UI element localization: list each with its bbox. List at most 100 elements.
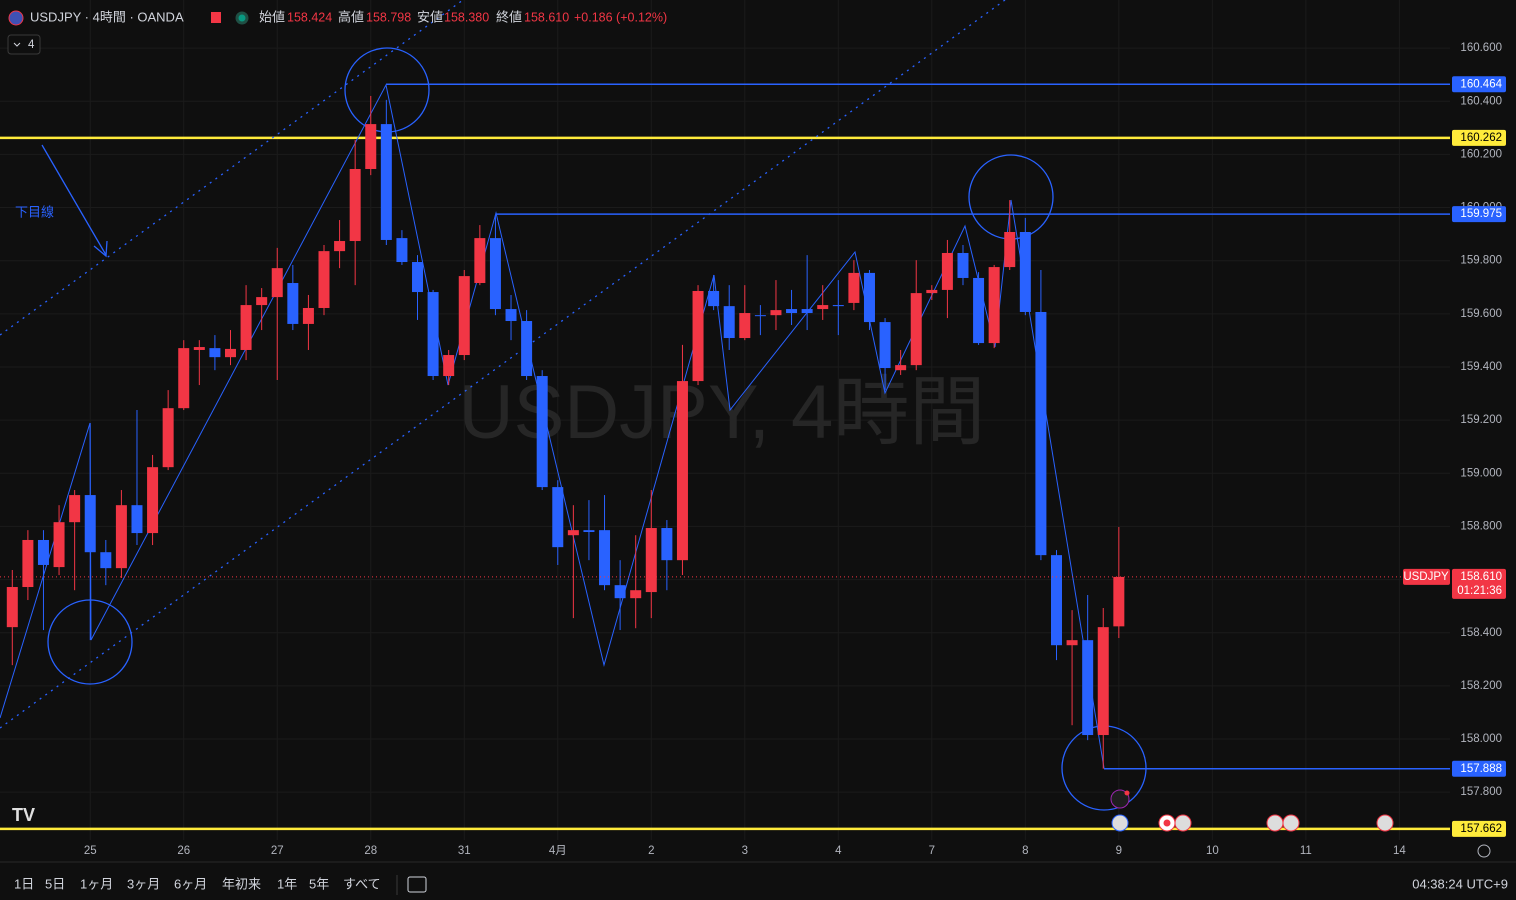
timeframe-button[interactable]: 1年 (277, 876, 297, 891)
candle-body (583, 530, 595, 533)
y-tick-label: 157.800 (1460, 786, 1502, 798)
candle-body (770, 310, 782, 316)
x-tick-label: 4 (835, 845, 842, 857)
candle-body (505, 309, 517, 322)
timeframe-button[interactable]: すべて (343, 876, 381, 891)
y-tick-label: 159.000 (1460, 467, 1502, 479)
field-value: 158.380 (444, 10, 489, 24)
timeframe-button[interactable]: 年初来 (222, 876, 261, 891)
symbol-label: USDJPY (1403, 571, 1449, 583)
candle-body (863, 272, 875, 323)
y-tick-label: 158.200 (1460, 680, 1502, 692)
candle-body (817, 305, 829, 310)
x-tick-label: 9 (1116, 845, 1122, 857)
timeframe-button[interactable]: 5年 (309, 876, 329, 891)
candle-body (1019, 231, 1031, 312)
event-flag[interactable] (1376, 814, 1394, 832)
candle-body (302, 307, 314, 324)
level-label-bg (1452, 760, 1506, 777)
candle-body (973, 277, 985, 344)
flag-icon (211, 12, 221, 23)
level-label: 157.662 (1460, 823, 1502, 835)
x-tick-label: 28 (364, 845, 377, 857)
y-tick-label: 159.600 (1460, 308, 1502, 320)
candle-body (256, 297, 268, 306)
timeframe-button[interactable]: 1ヶ月 (80, 876, 113, 891)
x-tick-label: 14 (1393, 845, 1406, 857)
timeframe-button[interactable]: 1日 (14, 876, 34, 891)
y-tick-label: 158.800 (1460, 520, 1502, 532)
candle-body (69, 495, 81, 523)
event-flag[interactable] (1282, 814, 1300, 832)
level-label-bg (1452, 206, 1506, 223)
symbol-label-bg (1403, 568, 1450, 585)
price-label-bg (1452, 568, 1506, 599)
candle-body (661, 528, 673, 561)
candle-body (926, 289, 938, 294)
event-flag[interactable] (1111, 814, 1129, 832)
timeframe-button[interactable]: 3ヶ月 (127, 876, 160, 891)
candle-body (131, 505, 143, 534)
symbol-flag (8, 10, 24, 26)
candle-body (396, 238, 408, 263)
candle-body (630, 590, 642, 599)
level-label-bg (1452, 820, 1506, 837)
date-range-icon[interactable] (407, 876, 427, 893)
candle-body (567, 530, 579, 536)
level-label: 159.975 (1460, 208, 1502, 220)
event-icon[interactable] (1110, 789, 1130, 809)
candle-body (334, 241, 346, 252)
x-tick-label: 10 (1206, 845, 1219, 857)
y-tick-label: 160.600 (1460, 42, 1502, 54)
event-flag[interactable] (1174, 814, 1192, 832)
indicator-toggle[interactable] (7, 34, 41, 55)
level-label: 160.262 (1460, 132, 1502, 144)
candle-body (271, 268, 283, 298)
y-tick-label: 159.400 (1460, 361, 1502, 373)
candle-body (879, 322, 891, 369)
x-tick-label: 8 (1022, 845, 1028, 857)
x-tick-label: 31 (458, 845, 471, 857)
level-label: 160.464 (1460, 78, 1502, 90)
x-tick-label: 25 (84, 845, 97, 857)
levels (0, 83, 1450, 831)
candle-body (178, 348, 190, 409)
arrow-head (93, 240, 108, 258)
field-value: 158.798 (366, 10, 411, 24)
candle-body (162, 408, 174, 468)
x-tick-label: 7 (929, 845, 935, 857)
field-label: 安値 (417, 9, 443, 24)
timeframe-button[interactable]: 6ヶ月 (174, 876, 207, 891)
candle-body (895, 365, 907, 371)
x-tick-label: 11 (1300, 845, 1312, 857)
candle-body (645, 528, 657, 593)
candle-body (1035, 311, 1047, 556)
candle-body (318, 251, 330, 308)
x-tick-label: 4月 (549, 845, 567, 857)
candle-body (848, 272, 860, 303)
settings-icon[interactable] (1477, 844, 1491, 858)
candle-body (676, 381, 688, 561)
candle-body (365, 124, 377, 170)
chevron (13, 42, 21, 47)
price-label: 158.610 (1460, 571, 1502, 583)
candle-body (614, 585, 626, 599)
last-price: USDJPY 158.610 01:21:36 (0, 568, 1506, 599)
event-flag-sun (1163, 819, 1171, 827)
level-label-bg (1452, 76, 1506, 93)
candle-body (910, 293, 922, 366)
candle-body (443, 355, 455, 377)
candle-body (240, 305, 252, 350)
candle-body (521, 321, 533, 377)
field-label: 始値 (259, 9, 285, 24)
candle-body (412, 262, 424, 293)
event-flag[interactable] (1266, 814, 1284, 832)
candle-body (723, 306, 735, 339)
symbol[interactable]: USDJPY · 4時間 · OANDA (30, 9, 184, 24)
candle-body (1113, 576, 1125, 627)
channel-upper (0, 0, 464, 336)
candles (6, 95, 1125, 769)
timeframe-button[interactable]: 5日 (45, 876, 65, 891)
